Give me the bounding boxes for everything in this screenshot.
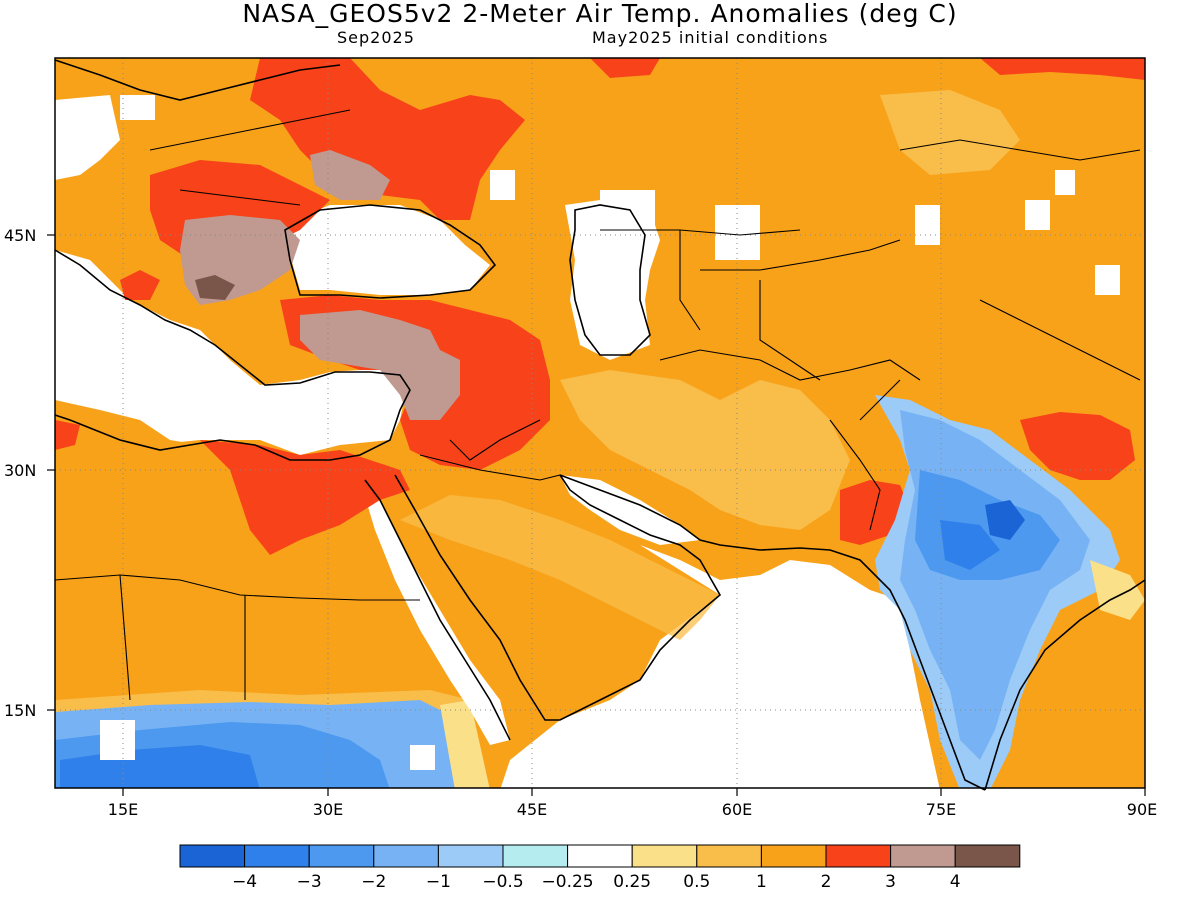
lat-label-30n: 30N <box>4 461 36 480</box>
colorbar: −4 −3 −2 −1 −0.5 −0.25 0.25 0.5 1 2 3 4 <box>179 844 1021 892</box>
colorbar-tick-label: −0.5 <box>482 872 523 892</box>
colorbar-swatch <box>179 844 246 868</box>
colorbar-swatch <box>308 844 375 868</box>
colorbar-tick-label: 2 <box>821 872 832 892</box>
colorbar-tick-label: −0.25 <box>542 872 594 892</box>
colorbar-tick-label: −1 <box>426 872 451 892</box>
forecast-month: Sep2025 <box>337 28 415 47</box>
lat-label-15n: 15N <box>4 701 36 720</box>
colorbar-swatch <box>760 844 827 868</box>
colorbar-tick-label: 3 <box>885 872 896 892</box>
coastlines <box>54 59 1146 791</box>
borders <box>54 109 1141 701</box>
colorbar-swatch <box>567 844 633 868</box>
colorbar-swatch <box>631 844 698 868</box>
lon-label-30e: 30E <box>313 800 343 819</box>
colorbar-swatch <box>954 844 1021 868</box>
colorbar-swatch <box>890 844 956 868</box>
colorbar-tick-label: −4 <box>232 872 257 892</box>
colorbar-tick-label: 0.5 <box>683 872 710 892</box>
colorbar-tick-label: −2 <box>361 872 386 892</box>
colorbar-swatch <box>437 844 504 868</box>
anomaly-field <box>55 58 1145 788</box>
colorbar-tick-label: 0.25 <box>613 872 651 892</box>
map-frame <box>54 57 1146 789</box>
lon-label-90e: 90E <box>1127 800 1157 819</box>
lat-label-45n: 45N <box>4 226 36 245</box>
colorbar-tick-label: −3 <box>297 872 322 892</box>
colorbar-swatch <box>373 844 439 868</box>
colorbar-tick-label: 1 <box>756 872 767 892</box>
initial-conditions: May2025 initial conditions <box>592 28 829 47</box>
lon-label-60e: 60E <box>722 800 752 819</box>
colorbar-swatch <box>825 844 892 868</box>
graticule <box>55 58 1145 788</box>
lon-label-15e: 15E <box>108 800 138 819</box>
chart-title: NASA_GEOS5v2 2-Meter Air Temp. Anomalies… <box>242 0 958 28</box>
colorbar-swatch <box>696 844 762 868</box>
colorbar-tick-label: 4 <box>950 872 961 892</box>
axis-ticks <box>47 234 1146 796</box>
lon-label-75e: 75E <box>926 800 956 819</box>
colorbar-swatch <box>502 844 569 868</box>
lon-label-45e: 45E <box>517 800 547 819</box>
colorbar-swatch <box>244 844 310 868</box>
